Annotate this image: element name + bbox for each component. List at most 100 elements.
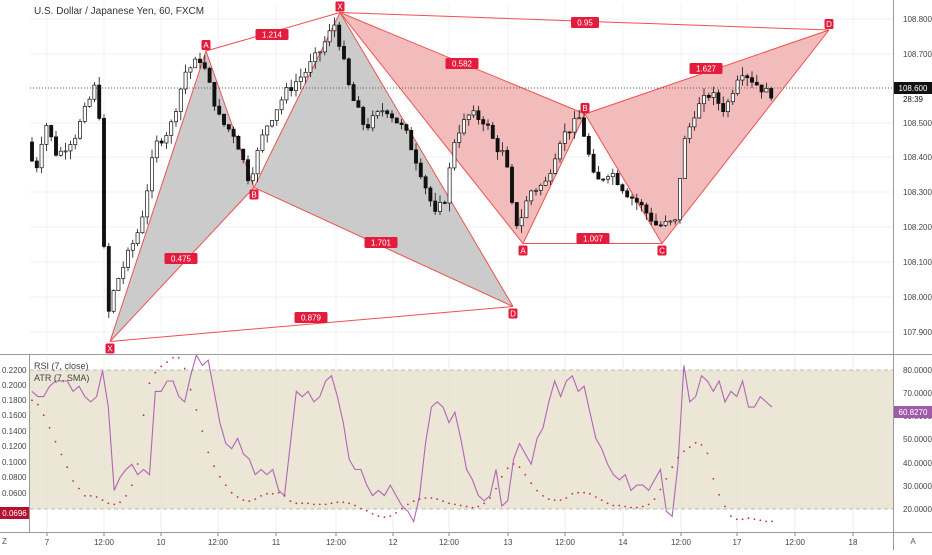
atr-dot bbox=[712, 478, 715, 480]
pattern-ratio-badge[interactable] bbox=[689, 63, 723, 74]
atr-legend-label[interactable]: ATR (7, SMA) bbox=[34, 373, 90, 383]
candle-bearish bbox=[207, 67, 212, 83]
atr-dot bbox=[430, 497, 433, 499]
atr-dot bbox=[289, 500, 292, 503]
candle-bearish bbox=[222, 113, 226, 125]
pattern-point-badge[interactable] bbox=[824, 19, 834, 29]
atr-dot bbox=[78, 487, 80, 490]
time-tick-label: 13 bbox=[504, 538, 513, 547]
pattern-ratio-badge[interactable] bbox=[255, 29, 289, 40]
pattern-point-badge[interactable] bbox=[518, 245, 528, 256]
pattern-point-badge[interactable] bbox=[201, 40, 211, 50]
pattern-ratio-badge[interactable] bbox=[294, 312, 328, 323]
rsi-line bbox=[31, 353, 773, 524]
candle-bullish bbox=[438, 202, 442, 212]
pattern-ratio-label: 1.214 bbox=[262, 31, 283, 40]
symbol-title: U.S. Dollar / Japanese Yen, 60, FXCM bbox=[34, 6, 205, 17]
pattern-ratio-badge[interactable] bbox=[445, 58, 479, 69]
rsi-tick-label: 30.0000 bbox=[903, 482, 932, 491]
candle-bullish bbox=[462, 119, 466, 134]
pattern-point-label: A bbox=[203, 41, 209, 50]
candle-bearish bbox=[356, 100, 361, 108]
candle-bearish bbox=[706, 94, 711, 98]
atr-dot bbox=[741, 518, 744, 521]
atr-axis[interactable]: 0.2200 0.2000 0.1800 0.1600 0.1400 0.1200 0.10… bbox=[2, 366, 27, 498]
atr-dot bbox=[395, 512, 397, 514]
pattern-ratio-badge[interactable] bbox=[164, 253, 198, 264]
candle-bullish bbox=[740, 75, 745, 81]
time-axis-left-corner[interactable]: Z bbox=[2, 537, 7, 546]
atr-dot bbox=[301, 502, 304, 505]
atr-dot bbox=[618, 504, 621, 507]
atr-dot bbox=[518, 466, 521, 469]
candle-bullish bbox=[145, 190, 150, 218]
candle-bullish bbox=[39, 143, 44, 169]
candle-bearish bbox=[634, 197, 639, 203]
harmonic-pattern-1[interactable] bbox=[109, 11, 514, 342]
candle-bearish bbox=[654, 220, 658, 226]
atr-dot bbox=[248, 500, 251, 503]
candle-bullish bbox=[471, 110, 476, 116]
candle-bullish bbox=[332, 24, 337, 32]
time-tick-label: 14 bbox=[619, 538, 628, 547]
time-tick-label: 12:00 bbox=[785, 538, 806, 547]
rsi-legend-label[interactable]: RSI (7, close) bbox=[34, 361, 89, 371]
candle-bearish bbox=[351, 84, 356, 101]
pattern-point-badge[interactable] bbox=[657, 245, 667, 256]
current-price-text: 108.600 bbox=[899, 84, 928, 93]
atr-dots bbox=[31, 357, 773, 523]
atr-dot bbox=[565, 497, 568, 499]
candle-bearish bbox=[769, 88, 774, 99]
atr-dot bbox=[459, 504, 462, 507]
candle-bearish bbox=[409, 130, 414, 151]
pattern-point-badge[interactable] bbox=[508, 308, 518, 319]
atr-dot bbox=[31, 399, 33, 402]
candle-bearish bbox=[404, 124, 409, 131]
candle-bearish bbox=[54, 136, 58, 156]
atr-dot bbox=[530, 482, 533, 485]
pattern-point-badge[interactable] bbox=[580, 103, 590, 113]
pattern-ratio-badge[interactable] bbox=[364, 237, 398, 248]
atr-dot bbox=[160, 365, 163, 368]
price-tick-label: 108.200 bbox=[903, 223, 932, 232]
atr-tick-label: 0.1200 bbox=[2, 442, 27, 451]
pattern-point-badge[interactable] bbox=[105, 343, 115, 354]
atr-dot bbox=[765, 520, 767, 523]
candle-bullish bbox=[380, 110, 385, 113]
candle-bullish bbox=[730, 93, 735, 103]
time-tick-label: 12:00 bbox=[208, 538, 229, 547]
atr-dot bbox=[454, 503, 456, 506]
time-axis[interactable]: 7 12:00 10 12:00 11 12:00 12 12:00 13 12:00 14 12:0… bbox=[45, 533, 858, 547]
candle-bullish bbox=[274, 109, 279, 121]
time-tick-label: 12:00 bbox=[555, 538, 576, 547]
candle-bullish bbox=[668, 220, 673, 223]
candle-bearish bbox=[217, 105, 222, 115]
candle-bearish bbox=[423, 176, 428, 189]
candle-bearish bbox=[342, 46, 346, 60]
harmonic-patterns[interactable] bbox=[109, 11, 830, 342]
atr-dot bbox=[694, 441, 697, 444]
pattern-ratio-label: 0.879 bbox=[301, 314, 322, 323]
pattern-ratio-label: 1.627 bbox=[696, 65, 717, 74]
pattern-ratio-badge[interactable] bbox=[571, 17, 599, 28]
candle-bearish bbox=[394, 117, 399, 124]
pattern-point-badge[interactable] bbox=[249, 189, 259, 200]
candle-bullish bbox=[126, 249, 130, 268]
candle-bullish bbox=[169, 121, 174, 136]
atr-dot bbox=[37, 403, 39, 406]
candle-bullish bbox=[558, 143, 562, 160]
atr-tick-label: 0.1600 bbox=[2, 411, 27, 420]
candle-bullish bbox=[270, 120, 274, 127]
pattern-ratio-badge[interactable] bbox=[576, 233, 610, 244]
atr-dot bbox=[418, 498, 421, 500]
pattern-point-badge[interactable] bbox=[335, 1, 345, 12]
time-axis-right-corner[interactable]: A bbox=[910, 537, 916, 546]
candle-bearish bbox=[505, 150, 510, 168]
candle-bullish bbox=[82, 106, 87, 122]
harmonic-pattern-labels[interactable]: XABXD1.2140.4751.7010.879XABCD0.950.5821… bbox=[105, 1, 834, 354]
candle-bullish bbox=[298, 76, 303, 83]
candle-bearish bbox=[418, 162, 423, 178]
candle-bearish bbox=[658, 224, 663, 227]
atr-dot bbox=[659, 488, 662, 491]
